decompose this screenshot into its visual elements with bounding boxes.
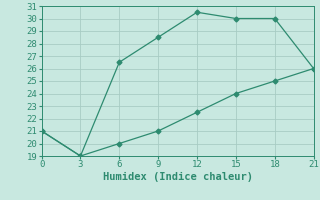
X-axis label: Humidex (Indice chaleur): Humidex (Indice chaleur) <box>103 172 252 182</box>
